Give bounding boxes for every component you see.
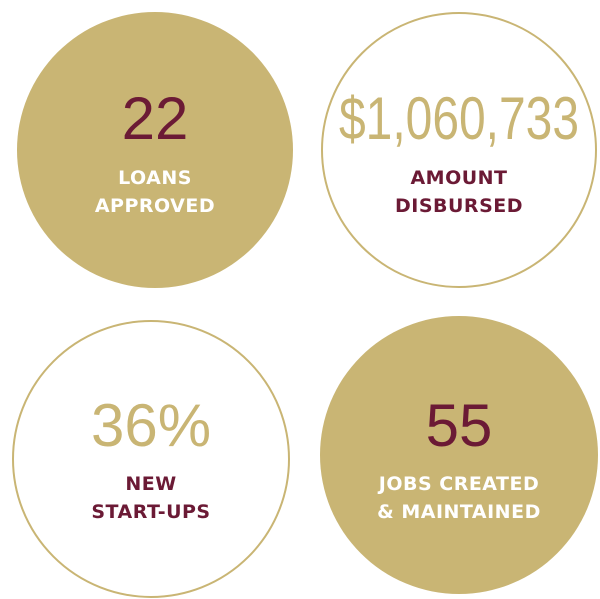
stat-label: NEW (125, 473, 176, 495)
stat-amount: $1,060,733 AMOUNT DISBURSED (321, 12, 597, 288)
stat-value: 36% (91, 392, 211, 459)
stat-startups: 36% NEW START-UPS (12, 320, 290, 598)
stat-label: DISBURSED (395, 195, 523, 217)
stat-value: $1,060,733 (339, 85, 579, 152)
stat-label: JOBS CREATED (377, 473, 540, 495)
stat-value: 55 (426, 392, 493, 459)
stat-label: APPROVED (95, 195, 215, 217)
circle-outline (12, 320, 290, 598)
circle-filled (17, 12, 293, 288)
circle-filled (320, 316, 598, 594)
stat-label: LOANS (118, 167, 192, 189)
stat-jobs: 55 JOBS CREATED & MAINTAINED (320, 316, 598, 594)
stat-loans: 22 LOANS APPROVED (17, 12, 293, 288)
stat-label: AMOUNT (410, 167, 507, 189)
circle-outline (321, 12, 597, 288)
stat-label: START-UPS (91, 501, 210, 523)
stat-label: & MAINTAINED (377, 501, 541, 523)
stat-value: 22 (122, 85, 189, 152)
